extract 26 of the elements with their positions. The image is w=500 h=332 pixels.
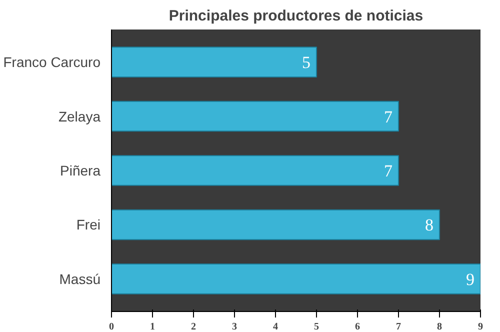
bar xyxy=(112,209,440,240)
x-tick-label: 0 xyxy=(109,322,114,332)
y-tick-label: Franco Carcuro xyxy=(3,54,101,70)
data-label: 7 xyxy=(384,107,393,126)
x-tick-label: 7 xyxy=(396,322,401,332)
y-tick-label: Massú xyxy=(59,270,100,287)
y-tick-label: Piñera xyxy=(60,162,101,178)
x-tick-label: 8 xyxy=(437,322,442,332)
x-tick-label: 1 xyxy=(150,322,155,332)
x-tick-label: 9 xyxy=(478,322,483,332)
y-tick-label: Zelaya xyxy=(58,108,101,124)
bar xyxy=(112,264,480,294)
bar xyxy=(112,155,399,186)
x-tick-label: 4 xyxy=(273,322,278,332)
bar xyxy=(112,100,399,132)
x-tick-label: 6 xyxy=(355,322,360,332)
chart-title: Principales productores de noticias xyxy=(168,8,424,24)
x-tick-label: 3 xyxy=(232,322,237,332)
data-label: 7 xyxy=(384,162,393,180)
x-tick-label: 2 xyxy=(191,322,196,332)
data-label: 5 xyxy=(302,53,310,72)
data-label: 8 xyxy=(425,216,434,235)
x-tick-label: 5 xyxy=(314,322,319,332)
bar xyxy=(112,46,317,78)
data-label: 9 xyxy=(466,270,474,289)
y-tick-label: Frei xyxy=(76,216,101,233)
